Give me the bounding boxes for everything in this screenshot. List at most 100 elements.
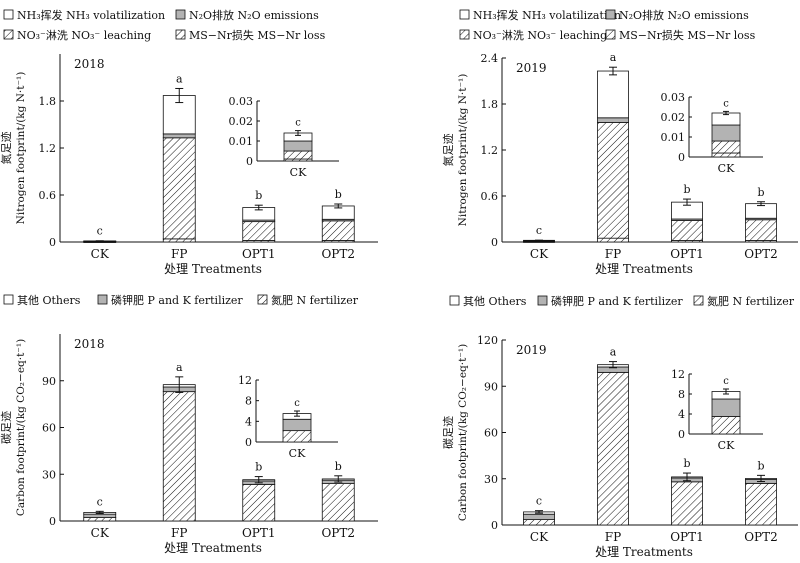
significance-letter: b [335,460,342,473]
significance-letter: a [176,72,183,85]
legend-swatch [3,9,14,20]
legend-swatch [693,295,704,306]
inset-bar-segment [711,416,741,435]
y-axis-label-en: Nitrogen footprint/(kg N·t⁻¹) [15,72,27,225]
inset-bar-segment [711,398,741,417]
legend-swatch [537,295,548,306]
legend-label: 氮肥 N fertilizer [707,294,795,308]
significance-letter: a [176,361,183,374]
inset-bar-segment [283,150,313,160]
significance-letter: c [97,225,103,238]
y-tick-label: 120 [477,334,498,347]
x-axis-label: 处理 Treatments [595,262,693,276]
y-tick-label: 90 [42,375,56,388]
legend-swatch [175,9,186,20]
y-tick-label: 30 [484,473,498,486]
legend-swatch [605,29,616,40]
inset-y-tick-label: 0.01 [661,131,686,144]
legend-label: NO₃⁻淋洗 NO₃⁻ leaching [17,29,151,42]
legend-carbon-right: 其他 Others 磷钾肥 P and K fertilizer 氮肥 N fert… [449,294,795,308]
bar-segment [162,391,196,522]
inset-significance-letter: c [723,98,729,109]
legend-nitrogen-left: NH₃挥发 NH₃ volatilization N₂O排放 N₂O emissi… [3,8,326,42]
significance-letter: b [255,189,262,202]
y-axis-label-en: Carbon footprint/(kg CO₂−eq·t⁻¹) [457,344,469,521]
y-tick-label: 0 [49,515,56,528]
x-tick-label: FP [171,526,187,540]
significance-letter: c [97,495,103,508]
y-tick-label: 0.6 [481,190,499,203]
legend-label: N₂O排放 N₂O emissions [189,8,319,22]
y-tick-label: 90 [484,380,498,393]
x-tick-label: CK [530,530,549,544]
inset-x-tick-label: CK [718,162,735,175]
legend-label: NH₃挥发 NH₃ volatilization [17,8,165,22]
inset-carbon-2018: 0 4 8 12 c CK [238,374,338,460]
inset-y-tick-label: 0 [678,428,685,441]
panel-nitrogen-2019: 0 0.6 1.2 1.8 2.4 2019 氮足迹 Nitrogen footprint/(… [441,51,798,276]
legend-label: 其他 Others [463,295,527,308]
legend-swatch [449,295,460,306]
inset-y-tick-label: 8 [245,395,252,408]
bar-segment [671,220,703,241]
significance-letter: b [683,457,690,470]
significance-letter: b [757,459,764,472]
bar-segment [242,221,276,241]
bar-segment [162,137,196,240]
year-label: 2019 [516,61,547,75]
x-tick-label: OPT1 [670,530,704,544]
inset-y-tick-label: 4 [245,415,252,428]
legend-label: N₂O排放 N₂O emissions [619,8,749,22]
x-tick-label: FP [605,530,621,544]
y-axis-label-en: Nitrogen footprint/(kg N·t⁻¹) [457,74,469,227]
x-tick-label: OPT2 [744,530,778,544]
legend-swatch [97,294,108,305]
significance-letter: b [757,186,764,199]
legend-label: 磷钾肥 P and K fertilizer [551,294,683,308]
bar-segment [162,133,196,139]
bar-segment [745,482,777,526]
y-tick-label: 0 [49,236,56,249]
legend-label: MS−Nr损失 MS−Nr loss [189,28,326,42]
y-tick-label: 0 [491,519,498,532]
bar-segment [671,481,703,526]
significance-letter: c [536,224,542,237]
inset-y-tick-label: 0 [678,151,685,164]
inset-y-tick-label: 0 [245,436,252,449]
legend-swatch [605,9,616,20]
bar-segment [597,70,629,119]
bar-segment [597,122,629,239]
legend-swatch [175,29,186,40]
y-axis-label-cn: 碳足迹 [441,416,455,449]
legend-label: 磷钾肥 P and K fertilizer [111,293,243,307]
inset-bar-segment [283,140,313,152]
inset-bar-segment [711,140,741,154]
legend-swatch [3,294,14,305]
bar-segment [162,238,196,243]
inset-carbon-2019: 0 4 8 12 c CK [671,368,763,452]
bar-segment [597,237,629,243]
year-label: 2018 [74,57,105,71]
inset-nitrogen-2019: 0 0.01 0.02 0.03 c CK [661,91,763,175]
y-tick-label: 1.2 [481,144,499,157]
bar-segment [597,371,629,526]
y-tick-label: 0.6 [39,189,57,202]
y-tick-label: 1.8 [39,95,57,108]
y-axis-label-cn: 氮足迹 [441,134,455,167]
inset-y-tick-label: 0.01 [229,135,254,148]
legend-swatch [459,9,470,20]
panel-carbon-2018: 0 30 60 90 2018 碳足迹 Carbon footprint/(kg CO₂−e… [0,334,378,555]
significance-letter: a [610,51,617,64]
inset-bar-segment [282,418,312,432]
bar-segment [242,483,276,522]
inset-y-tick-label: 8 [678,388,685,401]
inset-y-tick-label: 4 [678,408,685,421]
bar-segment [745,219,777,241]
inset-x-tick-label: CK [718,439,735,452]
bar-segment [523,519,555,526]
bar-segment [83,517,117,522]
y-tick-label: 0 [491,236,498,249]
